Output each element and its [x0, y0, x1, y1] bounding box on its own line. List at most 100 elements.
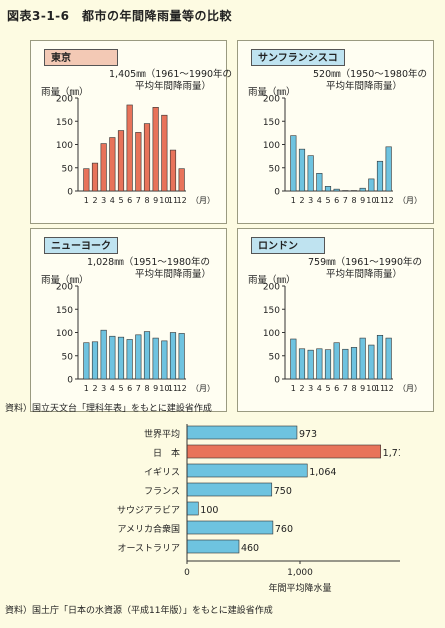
bar	[117, 336, 125, 380]
x-tick-label: 6	[334, 196, 339, 205]
x-tick-label: 11	[375, 384, 385, 393]
x-tick-label: 12	[177, 196, 187, 205]
y-tick-label: 150	[263, 118, 280, 128]
bar	[100, 329, 107, 380]
bar	[342, 348, 349, 380]
bar	[298, 348, 306, 380]
y-tick-label: 0	[274, 188, 280, 198]
city-label: サンフランシスコ	[251, 49, 345, 66]
bar	[161, 340, 168, 380]
bar	[161, 114, 168, 192]
annotation-line2: 平均年間降雨量）	[135, 269, 212, 280]
bar	[186, 463, 308, 478]
y-tick-label: 150	[56, 306, 73, 316]
bar	[324, 349, 332, 380]
x-axis-unit: （月）	[191, 196, 215, 205]
value-label: 1,714	[383, 448, 400, 459]
x-tick-label: 11	[375, 196, 385, 205]
bar	[186, 501, 199, 516]
x-tick-label: 10	[159, 384, 169, 393]
y-axis-unit: （㎜）	[267, 275, 296, 286]
bar	[109, 335, 116, 380]
bar	[385, 337, 392, 380]
bar	[307, 349, 314, 380]
bar	[316, 348, 323, 380]
x-axis-unit: （月）	[398, 196, 422, 205]
category-label: オーストラリア	[117, 543, 180, 554]
bar	[350, 347, 358, 380]
x-tick-label: 8	[351, 196, 356, 205]
annotation-line1: 759㎜（1961～1990年の	[308, 257, 422, 268]
x-tick-label: 10	[366, 384, 376, 393]
bar	[152, 107, 159, 192]
source-note-2: 資料）国土庁「日本の水資源（平成11年版）」をもとに建設省作成	[5, 606, 273, 616]
bar	[324, 186, 332, 192]
x-tick-label: 2	[299, 196, 304, 205]
bar	[368, 178, 375, 192]
y-tick-label: 200	[56, 283, 73, 293]
category-label: 世界平均	[144, 428, 180, 440]
x-tick-label: 11	[168, 384, 178, 393]
x-tick-label: 7	[343, 384, 348, 393]
y-tick-label: 50	[62, 164, 74, 174]
value-label: 1,064	[309, 467, 336, 478]
y-axis-label: 雨量	[41, 87, 61, 98]
x-tick-label: 9	[360, 384, 365, 393]
chart-panel-tokyo: 東京 1,405㎜（1961～1990年の 平均年間降雨量） 雨量（㎜） 200…	[30, 40, 232, 224]
x-tick-label: 1	[291, 384, 296, 393]
bar	[298, 148, 306, 192]
annotation-line2: 平均年間降雨量）	[326, 81, 403, 92]
bar	[143, 331, 151, 380]
annotation-line1: 520㎜（1950～1980年の	[313, 69, 427, 80]
bar	[100, 143, 107, 192]
x-tick-label: 4	[317, 196, 322, 205]
bar	[178, 333, 185, 380]
x-tick-label: 4	[317, 384, 322, 393]
x-tick-label: 12	[384, 384, 394, 393]
city-label: ロンドン	[251, 237, 325, 254]
category-label: フランス	[144, 486, 180, 497]
source-note-1: 資料）国立天文台「理科年表」をもとに建設省作成	[5, 404, 212, 414]
y-axis-unit: （㎜）	[60, 275, 89, 286]
bar	[83, 342, 90, 380]
value-label: 460	[241, 543, 259, 554]
x-tick-label: 6	[127, 196, 132, 205]
y-tick-label: 50	[62, 352, 74, 362]
y-axis-unit: （㎜）	[60, 87, 89, 98]
bar	[376, 334, 384, 380]
bar	[126, 339, 133, 380]
x-tick-label: 8	[144, 196, 149, 205]
bar	[135, 334, 142, 380]
y-axis-label: 雨量	[41, 275, 61, 286]
bar	[333, 188, 340, 192]
bar	[178, 168, 185, 192]
x-axis-unit: （月）	[191, 384, 215, 393]
y-tick-label: 50	[269, 352, 281, 362]
y-tick-label: 100	[263, 141, 280, 151]
x-tick-label: 3	[308, 384, 313, 393]
bar	[385, 146, 392, 192]
y-tick-label: 0	[67, 376, 73, 386]
x-tick-label: 5	[118, 196, 123, 205]
y-tick-label: 200	[263, 95, 280, 105]
bar	[333, 342, 340, 380]
y-axis-label: 雨量	[248, 275, 268, 286]
y-tick-label: 150	[56, 118, 73, 128]
x-tick-label: 2	[299, 384, 304, 393]
bar	[169, 149, 177, 192]
bar	[186, 482, 273, 497]
x-tick-label: 11	[168, 196, 178, 205]
x-tick-label: 1	[291, 196, 296, 205]
bar	[91, 162, 99, 192]
value-label: 100	[200, 505, 218, 516]
x-tick-label: 12	[384, 196, 394, 205]
x-axis-unit: （月）	[398, 384, 422, 393]
x-tick-label: 1	[84, 196, 89, 205]
bar	[135, 132, 142, 192]
horizontal-bar-chart: 世界平均 973 日 本 1,714 イギリス 1,064 フランス 750 サウジアラビア 10…	[117, 424, 400, 592]
x-tick-label: 9	[153, 384, 158, 393]
x-tick-label: 3	[101, 384, 106, 393]
